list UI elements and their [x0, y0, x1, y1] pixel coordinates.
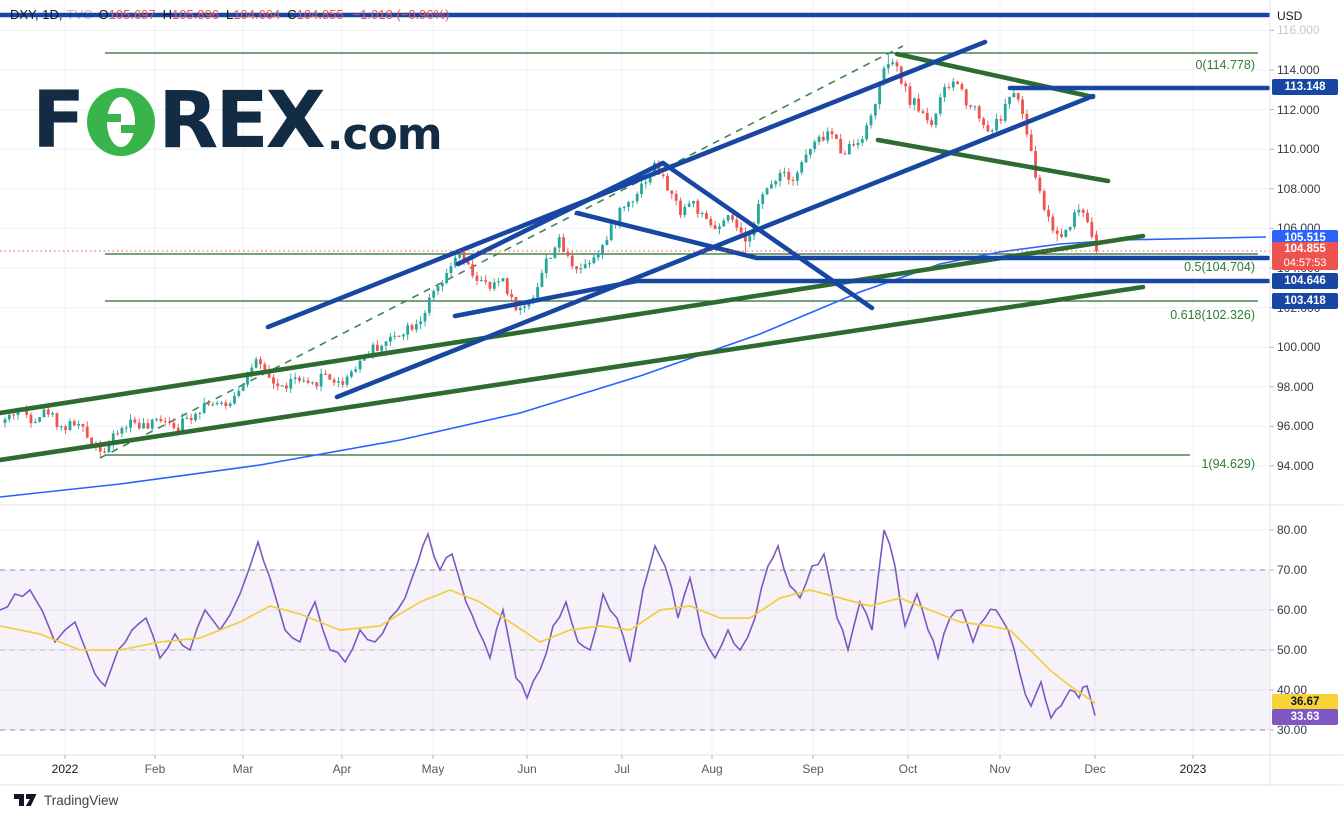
rsi-tick-label: 40.00 — [1277, 683, 1308, 697]
price-tick-label: 108.000 — [1277, 181, 1321, 196]
green-trendline[interactable] — [894, 51, 1096, 100]
green-trendline[interactable] — [0, 233, 1146, 416]
logo-o-bar-right — [121, 125, 153, 133]
rsi-tick-label: 30.00 — [1277, 723, 1308, 737]
logo-o-bar-left — [90, 114, 122, 122]
price-tick-label: 100.000 — [1277, 340, 1321, 355]
time-tick-label: Mar — [232, 762, 254, 776]
rsi-tick-label: 80.00 — [1277, 523, 1308, 537]
ohlc-item: L104.664 — [226, 7, 281, 22]
price-axis-label: 104.855 04:57:53 — [1272, 242, 1338, 270]
blue-trendline[interactable] — [265, 39, 988, 330]
symbol-provider: TVC — [66, 7, 93, 22]
axis-currency-label: USD — [1277, 9, 1303, 23]
price-tick-label: 94.000 — [1277, 459, 1314, 473]
symbol-legend[interactable]: DXY, 1D, TVC O105.697 H105.896 L104.664 C104.… — [10, 7, 450, 22]
tradingview-attribution[interactable]: TradingView — [14, 792, 118, 808]
time-tick-label: 2023 — [1179, 762, 1207, 776]
ohlc-item: H105.896 — [162, 7, 220, 22]
logo-dot-com: .com — [326, 109, 443, 160]
tradingview-brand-text: TradingView — [44, 792, 119, 808]
change-value: −1.018 (−0.96%) — [352, 7, 450, 22]
blue-trendline[interactable] — [574, 210, 760, 261]
price-axis-label: 103.418 — [1272, 293, 1338, 309]
time-tick-label: Apr — [332, 762, 352, 776]
logo-o-hole — [107, 97, 136, 147]
symbol-title: DXY, 1D, — [10, 7, 63, 22]
rsi-axis-label: 36.67 — [1272, 694, 1338, 710]
forex-com-logo: F REX .com — [32, 76, 443, 166]
fib-level-label: 0(114.778) — [1195, 58, 1255, 72]
rsi-tick-label: 60.00 — [1277, 603, 1308, 617]
time-tick-label: May — [421, 762, 445, 776]
logo-letters-rex: REX — [158, 76, 325, 166]
rsi-tick-label: 70.00 — [1277, 563, 1308, 577]
price-tick-label: 112.000 — [1277, 102, 1320, 117]
blue-trendline[interactable] — [660, 160, 875, 311]
ohlc-item: O105.697 — [98, 7, 156, 22]
ohlc-item: C104.855 — [287, 7, 344, 22]
logo-letter-o-icon — [87, 88, 156, 156]
blue-trendline[interactable] — [452, 278, 640, 319]
tradingview-logo-icon — [14, 794, 37, 806]
time-tick-label: Aug — [701, 762, 723, 776]
price-axis-label: 113.148 — [1272, 79, 1338, 95]
rsi-ma-line[interactable] — [0, 589, 1096, 704]
price-tick-label: 96.000 — [1277, 419, 1314, 434]
rsi-tick-label: 50.00 — [1277, 643, 1308, 657]
green-trendline[interactable] — [875, 137, 1111, 184]
price-tick-label: 98.000 — [1277, 379, 1314, 394]
time-tick-label: 2022 — [51, 762, 79, 776]
ma-line[interactable] — [0, 236, 1267, 498]
fib-level-label: 0.618(102.326) — [1170, 308, 1255, 322]
logo-letter-f: F — [32, 76, 85, 166]
time-tick-label: Oct — [898, 762, 918, 776]
rsi-line[interactable] — [0, 529, 1096, 720]
rsi-axis-label: 33.63 — [1272, 709, 1338, 725]
time-tick-label: Nov — [989, 762, 1011, 776]
price-axis-label: 104.646 — [1272, 273, 1338, 289]
time-tick-label: Jul — [614, 762, 630, 776]
time-tick-label: Feb — [144, 762, 166, 776]
ohlc-values: O105.697 H105.896 L104.664 C104.855 — [99, 7, 351, 22]
fib-level-label: 1(94.629) — [1201, 457, 1255, 471]
fib-level-label: 0.5(104.704) — [1184, 260, 1255, 274]
time-tick-label: Dec — [1084, 762, 1106, 776]
price-tick-label: 110.000 — [1277, 142, 1320, 157]
time-tick-label: Sep — [802, 762, 824, 776]
blue-trendline[interactable] — [455, 160, 666, 267]
green-trendline[interactable] — [0, 284, 1146, 463]
price-tick-label: 114.000 — [1277, 63, 1320, 77]
grid-lines — [0, 0, 1270, 755]
time-tick-label: Jun — [517, 762, 537, 776]
price-tick-label: 116.000 — [1277, 23, 1320, 38]
